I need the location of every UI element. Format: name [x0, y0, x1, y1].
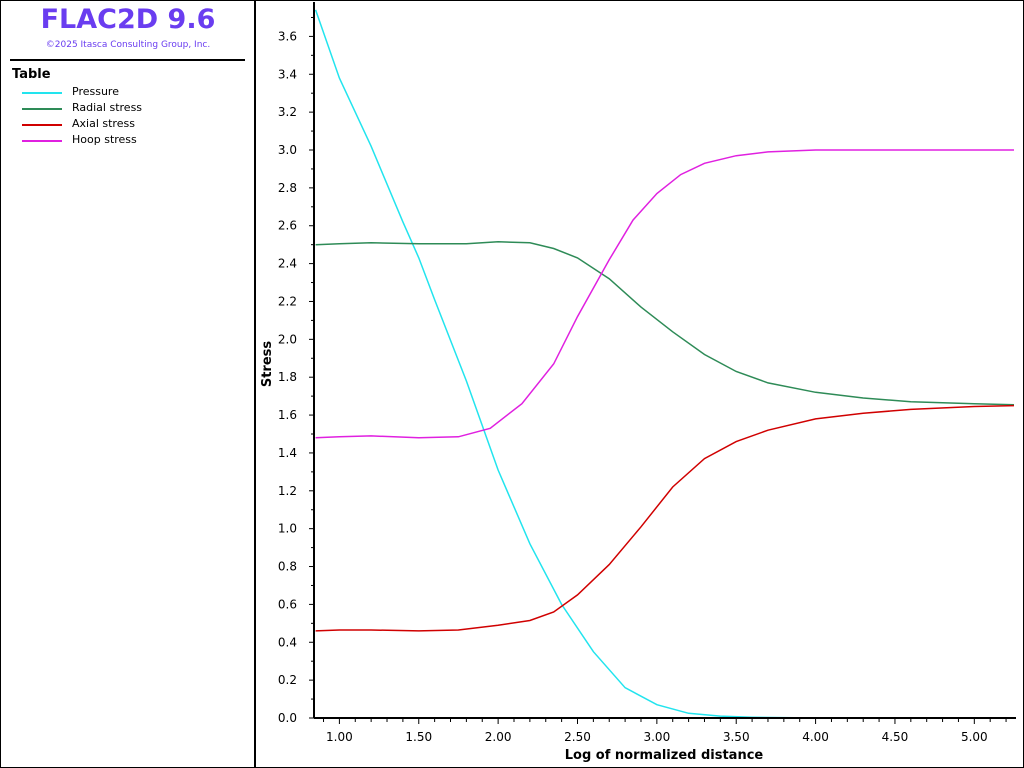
- y-tick-label: 0.2: [278, 673, 297, 687]
- y-tick-label: 2.8: [278, 181, 297, 195]
- y-tick-label: 0.4: [278, 635, 297, 649]
- x-tick-label: 3.00: [643, 730, 670, 744]
- x-axis-label: Log of normalized distance: [565, 748, 764, 763]
- legend-item-axial-stress[interactable]: Axial stress: [22, 117, 242, 133]
- y-tick-label: 2.2: [278, 294, 297, 308]
- legend-item-pressure[interactable]: Pressure: [22, 85, 242, 101]
- y-tick-label: 3.2: [278, 105, 297, 119]
- legend-swatch-radial-stress: [22, 108, 62, 110]
- y-tick-label: 2.6: [278, 219, 297, 233]
- legend-title: Table: [12, 67, 51, 82]
- y-tick-label: 0.8: [278, 560, 297, 574]
- legend-label-radial-stress: Radial stress: [72, 101, 143, 114]
- y-tick-label: 3.4: [278, 67, 297, 81]
- y-tick-label: 1.4: [278, 446, 297, 460]
- x-tick-label: 5.00: [961, 730, 988, 744]
- y-tick-label: 0.6: [278, 597, 297, 611]
- legend-panel: FLAC2D 9.6 ©2025 Itasca Consulting Group…: [0, 0, 256, 768]
- legend-item-hoop-stress[interactable]: Hoop stress: [22, 133, 242, 149]
- legend-swatch-axial-stress: [22, 124, 62, 126]
- legend-label-pressure: Pressure: [72, 85, 119, 98]
- legend-swatch-hoop-stress: [22, 140, 62, 142]
- title-divider: [10, 59, 245, 61]
- legend-swatch-pressure: [22, 92, 62, 94]
- x-tick-label: 1.50: [405, 730, 432, 744]
- axes-layer: 0.0 0.2 0.4 0.6 0.8 1.0 1.2 1.4 1.6 1.8 2.0 2.2 2.4 2…: [278, 2, 1016, 744]
- series-line-radial-stress: [315, 241, 1015, 406]
- y-tick-label: 1.8: [278, 370, 297, 384]
- x-tick-label: 4.50: [882, 730, 909, 744]
- y-axis-label: Stress: [260, 341, 275, 388]
- legend-item-radial-stress[interactable]: Radial stress: [22, 101, 242, 117]
- series-layer: [314, 9, 1015, 719]
- y-tick-label: 1.0: [278, 522, 297, 536]
- app-title: FLAC2D 9.6: [40, 4, 216, 35]
- legend-label-hoop-stress: Hoop stress: [72, 133, 137, 146]
- y-tick-label: 1.2: [278, 484, 297, 498]
- y-tick-label: 2.4: [278, 257, 297, 271]
- legend-label-axial-stress: Axial stress: [72, 117, 135, 130]
- y-tick-label: 3.0: [278, 143, 297, 157]
- x-tick-label: 3.50: [723, 730, 750, 744]
- series-line-pressure: [314, 9, 1014, 719]
- series-line-axial-stress: [315, 404, 1015, 632]
- x-tick-label: 1.00: [326, 730, 353, 744]
- y-tick-label: 3.6: [278, 29, 297, 43]
- y-tick-label: 2.0: [278, 332, 297, 346]
- y-tick-label: 1.6: [278, 408, 297, 422]
- x-tick-label: 4.00: [802, 730, 829, 744]
- y-tick-label: 0.0: [278, 711, 297, 725]
- x-tick-label: 2.50: [564, 730, 591, 744]
- x-tick-label: 2.00: [485, 730, 512, 744]
- series-line-hoop-stress: [315, 149, 1014, 439]
- copyright-text: ©2025 Itasca Consulting Group, Inc.: [45, 40, 211, 50]
